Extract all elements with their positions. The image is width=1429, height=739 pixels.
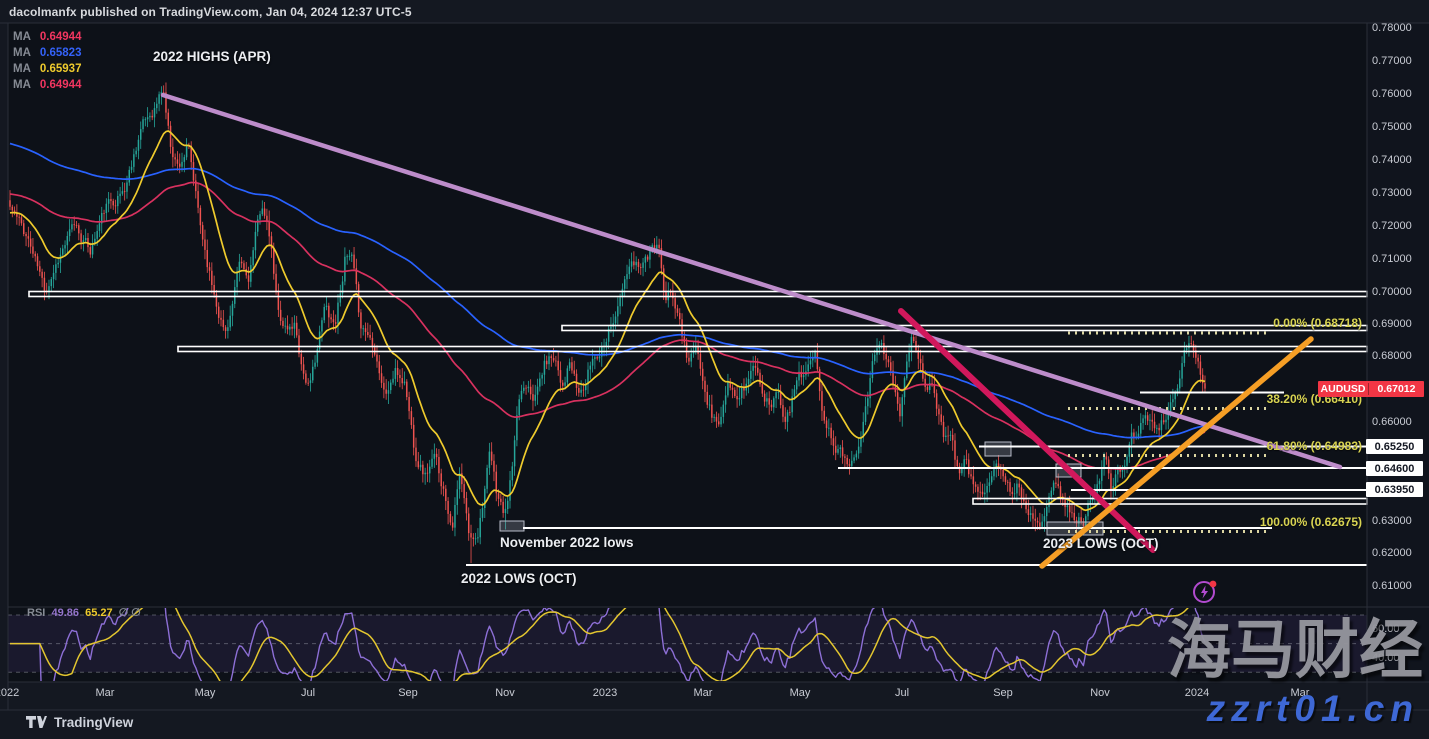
- price-axis-label: 0.63000: [1372, 515, 1412, 527]
- price-axis-label: 0.74000: [1372, 154, 1412, 166]
- time-axis-label: 2023: [592, 687, 618, 699]
- time-axis-label: 2022: [0, 687, 20, 699]
- ma-legend-row: MA 0.65937: [13, 61, 81, 77]
- watermark-url: zzrt01.cn: [1206, 688, 1419, 729]
- rsi-empty-params: ∅ ∅: [118, 607, 141, 619]
- ma-value: 0.64944: [39, 31, 82, 43]
- ma-label: MA: [13, 47, 31, 59]
- time-axis-label: Jul: [300, 687, 316, 699]
- fib-level-label: 100.00% (0.62675): [1259, 515, 1362, 529]
- price-axis-label: 0.66000: [1372, 416, 1412, 428]
- price-axis-label: 0.70000: [1372, 286, 1412, 298]
- horizontal-level-band: [28, 290, 1368, 298]
- rsi-axis-label: 40.00: [1372, 652, 1400, 664]
- price-scale-background: [1367, 23, 1429, 682]
- level-price-tag: 0.64600: [1366, 461, 1423, 476]
- candles-down-wicks: [9, 82, 1206, 563]
- time-axis-label: May: [789, 687, 811, 699]
- time-axis-label: Nov: [495, 687, 515, 699]
- ma-label: MA: [13, 31, 31, 43]
- time-axis-label: Mar: [95, 687, 115, 699]
- fib-level-label: 0.00% (0.68718): [1273, 316, 1362, 330]
- price-axis-label: 0.77000: [1372, 55, 1412, 67]
- trendline: [160, 92, 1343, 470]
- last-price-tag: AUDUSD 0.67012: [1318, 381, 1424, 397]
- ma-value: 0.65937: [39, 63, 82, 75]
- rsi-legend-label: RSI: [27, 607, 46, 619]
- rsi-value: 49.86: [51, 607, 79, 619]
- publish-header: dacolmanfx published on TradingView.com,…: [9, 5, 412, 19]
- candles-up-wicks: [48, 86, 1190, 545]
- chart-annotation: 2022 HIGHS (APR): [153, 49, 271, 64]
- notification-dot: [1209, 580, 1217, 588]
- ma-label: MA: [13, 79, 31, 91]
- chart-annotation: 2023 LOWS (OCT): [1043, 536, 1159, 551]
- ma-mid-line: [9, 181, 1206, 470]
- chart-annotation: November 2022 lows: [500, 535, 634, 550]
- ma-legend-row: MA 0.65823: [13, 45, 81, 61]
- ma-value: 0.65823: [39, 47, 82, 59]
- publish-header-text: dacolmanfx published on TradingView.com,…: [9, 5, 412, 19]
- boost-icon[interactable]: [1192, 578, 1218, 604]
- rsi-axis-label: 60.00: [1372, 623, 1400, 635]
- symbol-label: AUDUSD: [1318, 383, 1369, 395]
- price-axis-label: 0.73000: [1372, 187, 1412, 199]
- fib-level-label: 61.80% (0.64983): [1266, 439, 1362, 453]
- price-axis-label: 0.71000: [1372, 253, 1412, 265]
- time-axis-label: Jul: [894, 687, 910, 699]
- trendline: [1039, 336, 1314, 569]
- time-axis-label: May: [194, 687, 216, 699]
- boost-circle: [1193, 581, 1215, 603]
- brand-name: TradingView: [54, 715, 134, 730]
- price-axis-label: 0.61000: [1372, 580, 1412, 592]
- ma-label: MA: [13, 63, 31, 75]
- footer: TradingView: [26, 715, 133, 730]
- time-axis-label: Mar: [693, 687, 713, 699]
- ma-legend-row: MA 0.64944: [13, 29, 81, 45]
- time-axis-label: 2024: [1184, 687, 1210, 699]
- level-price-tag: 0.65250: [1366, 439, 1423, 454]
- rsi-ma-line: [10, 608, 1189, 681]
- tradingview-logo-icon: [26, 716, 47, 728]
- ma-value: 0.64944: [39, 79, 82, 91]
- price-axis-label: 0.68000: [1372, 350, 1412, 362]
- level-price-tag: 0.63950: [1366, 482, 1423, 497]
- rsi-ma-value: 65.27: [85, 607, 113, 619]
- watermark-cn: 海马财经: [1167, 614, 1423, 686]
- time-axis-label: Nov: [1090, 687, 1110, 699]
- ma-slow-line: [9, 142, 1206, 439]
- horizontal-level-band: [972, 497, 1368, 505]
- chart-annotation: 2022 LOWS (OCT): [461, 571, 577, 586]
- price-zone-box: [984, 441, 1012, 457]
- rsi-line: [10, 608, 1206, 681]
- ma-legend-row: MA 0.64944: [13, 77, 81, 93]
- price-axis-label: 0.62000: [1372, 547, 1412, 559]
- ma-fast-line: [9, 130, 1206, 512]
- time-axis-label: Sep: [398, 687, 418, 699]
- candles-down-bodies: [9, 92, 1206, 539]
- price-axis-label: 0.78000: [1372, 22, 1412, 34]
- rsi-legend: RSI 49.86 65.27 ∅ ∅: [27, 606, 141, 620]
- lightning-bolt-icon: [1201, 585, 1208, 599]
- price-axis-label: 0.69000: [1372, 318, 1412, 330]
- time-axis-label: Mar: [1290, 687, 1310, 699]
- ma-legend: MA 0.64944 MA 0.65823 MA 0.65937 MA 0.64944: [13, 29, 81, 93]
- price-axis-label: 0.75000: [1372, 121, 1412, 133]
- last-price-value: 0.67012: [1377, 383, 1416, 395]
- chart-pane-background: [8, 23, 1367, 682]
- time-axis-label: Sep: [993, 687, 1013, 699]
- price-zone-box: [499, 520, 525, 532]
- price-axis-label: 0.76000: [1372, 88, 1412, 100]
- price-axis-label: 0.72000: [1372, 220, 1412, 232]
